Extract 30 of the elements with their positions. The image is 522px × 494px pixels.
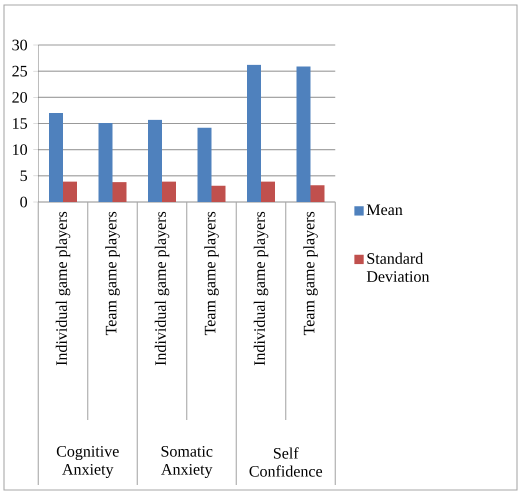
text: Cognitive Anxiety	[56, 446, 119, 478]
x-tick-label: Individual game players	[254, 212, 268, 366]
x-tick-label: Team game players	[303, 212, 318, 336]
bar	[296, 66, 310, 202]
y-tick-label: 25	[12, 66, 28, 77]
bar	[63, 182, 77, 202]
y-tick-label: 10	[13, 144, 28, 156]
bar	[98, 122, 113, 202]
x-tick-label: Individual game players	[154, 212, 170, 366]
x-tick-label: Individual game players	[56, 212, 70, 366]
bar	[212, 186, 226, 202]
bar	[310, 185, 324, 202]
bar	[247, 64, 261, 202]
bar	[148, 120, 162, 202]
bar	[49, 113, 63, 202]
y-tick-label: 0	[20, 196, 28, 208]
legend-label: Mean	[366, 204, 403, 216]
text: Self Confidence	[250, 447, 322, 477]
x-tick-label: Team game players	[105, 212, 120, 336]
y-tick-label: 30	[12, 40, 28, 50]
legend-label: Standard Deviation	[366, 252, 430, 282]
bar	[198, 128, 212, 202]
bar	[162, 182, 176, 202]
x-tick-label: Team game players	[204, 212, 219, 336]
y-tick-label: 15	[13, 118, 28, 129]
text: Somatic Anxiety	[161, 446, 212, 478]
bar	[261, 182, 275, 202]
bar	[112, 182, 127, 202]
y-tick-label: 5	[20, 170, 28, 182]
y-tick-label: 20	[12, 92, 28, 103]
